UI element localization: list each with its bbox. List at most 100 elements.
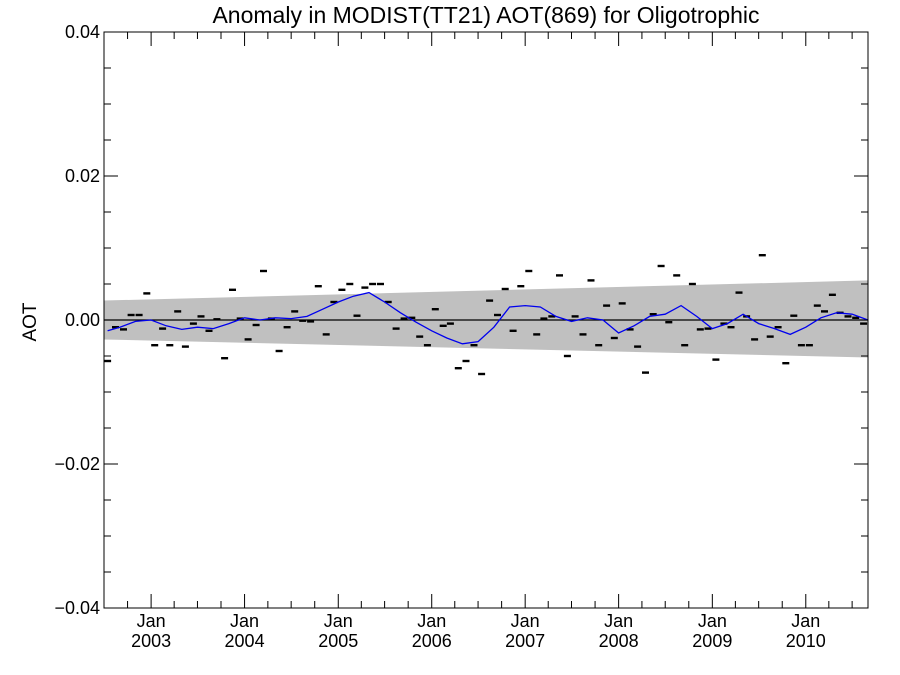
anomaly-point (283, 326, 291, 329)
x-tick-year: 2006 (412, 631, 452, 651)
anomaly-point (548, 315, 556, 318)
anomaly-point (423, 344, 431, 347)
anomaly-point (852, 316, 860, 319)
anomaly-point (275, 349, 283, 353)
anomaly-point (377, 282, 384, 286)
anomaly-point (821, 310, 828, 313)
anomaly-point (462, 359, 470, 363)
anomaly-point (758, 254, 766, 257)
anomaly-point (400, 317, 408, 320)
anomaly-point (307, 320, 315, 323)
anomaly-point (314, 285, 322, 288)
x-tick-year: 2007 (505, 631, 545, 651)
anomaly-point (626, 328, 634, 331)
anomaly-point (159, 327, 167, 330)
anomaly-point (346, 282, 354, 286)
anomaly-point (712, 358, 720, 361)
anomaly-point (291, 310, 299, 313)
anomaly-point (392, 327, 400, 330)
anomaly-point (299, 319, 307, 322)
anomaly-point (595, 344, 603, 347)
anomaly-point (338, 288, 346, 291)
anomaly-point (478, 372, 486, 376)
x-tick-year: 2008 (599, 631, 639, 651)
anomaly-point (416, 335, 424, 338)
anomaly-point (556, 274, 563, 277)
plot-area (104, 254, 869, 376)
anomaly-point (501, 287, 509, 291)
anomaly-point (634, 345, 642, 348)
anomaly-point (828, 293, 836, 296)
x-tick-year: 2003 (131, 631, 171, 651)
anomaly-point (135, 313, 143, 317)
anomaly-point (844, 315, 852, 318)
anomaly-point (408, 316, 416, 319)
anomaly-point (860, 322, 868, 325)
anomaly-point (603, 304, 611, 307)
anomaly-point (649, 313, 657, 316)
x-tick-month: Jan (324, 611, 353, 631)
anomaly-point (330, 300, 338, 304)
anomaly-point (353, 314, 361, 317)
anomaly-point (446, 322, 454, 325)
anomaly-point (494, 313, 501, 317)
anomaly-point (439, 324, 447, 327)
anomaly-point (525, 269, 533, 273)
anomaly-point (696, 328, 704, 331)
anomaly-point (229, 288, 236, 291)
anomaly-point (205, 329, 213, 332)
anomaly-point (766, 335, 774, 338)
anomaly-point (120, 328, 127, 331)
anomaly-point (151, 344, 159, 347)
anomaly-point (665, 321, 673, 324)
x-tick-month: Jan (698, 611, 727, 631)
anomaly-point (813, 304, 821, 307)
anomaly-point (486, 299, 494, 302)
anomaly-point (454, 367, 462, 370)
anomaly-point (642, 371, 649, 374)
anomaly-point (322, 333, 330, 336)
anomaly-point (797, 344, 805, 347)
anomaly-point (509, 329, 517, 332)
anomaly-point (221, 357, 229, 360)
anomaly-point (143, 292, 151, 295)
anomaly-point (252, 323, 260, 327)
anomaly-point (127, 313, 135, 317)
y-axis-label: AOT (20, 302, 41, 341)
anomaly-point (805, 344, 813, 347)
anomaly-point (104, 359, 112, 363)
anomaly-point (384, 300, 392, 304)
anomaly-point (166, 344, 174, 347)
y-tick-label: −0.04 (54, 598, 100, 618)
anomaly-point (540, 317, 548, 320)
chart-title: Anomaly in MODIST(TT21) AOT(869) for Oli… (212, 2, 759, 28)
anomaly-point (517, 285, 525, 288)
y-tick-label: −0.02 (54, 454, 100, 474)
x-tick-month: Jan (230, 611, 259, 631)
anomaly-point (431, 308, 439, 311)
y-tick-label: 0.04 (65, 22, 100, 42)
anomaly-point (213, 318, 221, 321)
anomaly-point (244, 338, 252, 341)
anomaly-point (790, 314, 798, 317)
anomaly-point (735, 291, 743, 294)
y-tick-label: 0.00 (65, 310, 100, 330)
anomaly-point (197, 315, 205, 318)
y-tick-label: 0.02 (65, 166, 100, 186)
anomaly-point (618, 302, 626, 305)
anomaly-point (236, 317, 244, 320)
x-tick-month: Jan (137, 611, 166, 631)
anomaly-point (681, 344, 689, 347)
anomaly-point (181, 345, 189, 348)
x-tick-month: Jan (417, 611, 446, 631)
x-tick-year: 2009 (692, 631, 732, 651)
x-tick-month: Jan (511, 611, 540, 631)
x-tick-month: Jan (791, 611, 820, 631)
uncertainty-band (104, 280, 868, 358)
anomaly-point (260, 269, 267, 273)
anomaly-point (782, 362, 790, 365)
anomaly-point (174, 310, 182, 313)
anomaly-point (579, 333, 587, 336)
anomaly-point (720, 322, 728, 325)
